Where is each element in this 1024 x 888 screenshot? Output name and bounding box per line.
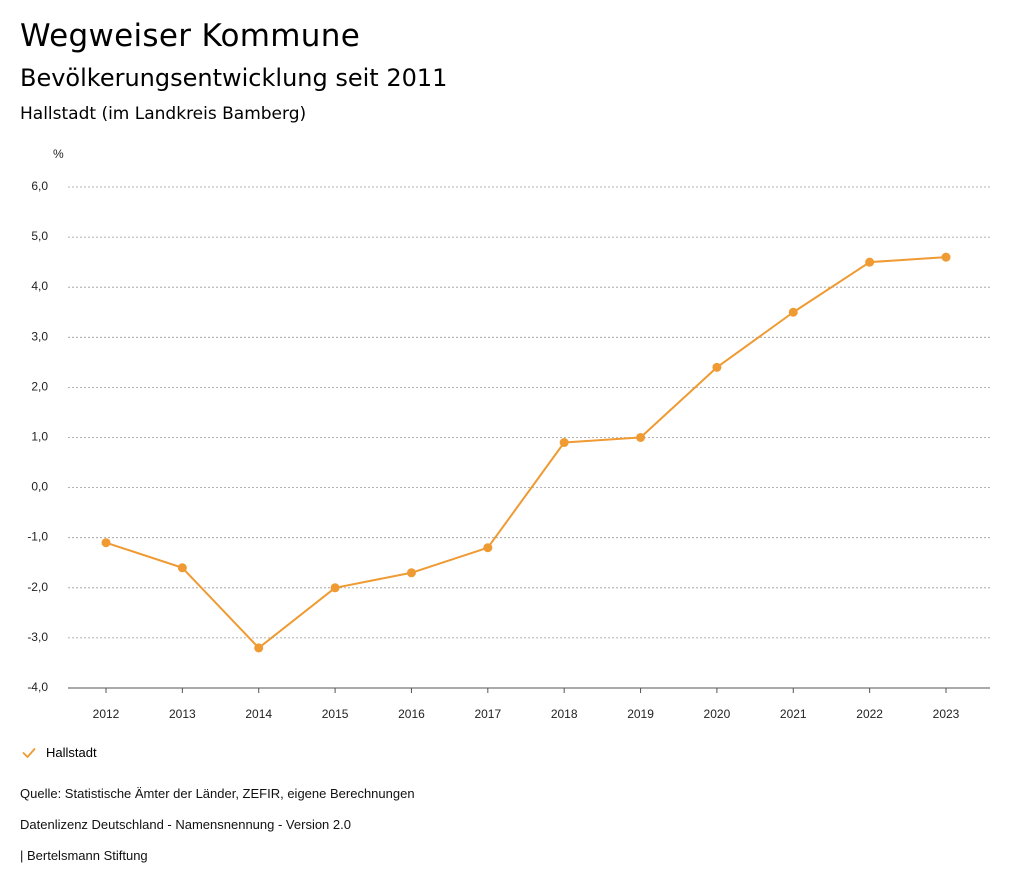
data-point bbox=[101, 538, 111, 548]
y-tick-label: -4,0 bbox=[27, 680, 48, 694]
y-tick-label: -3,0 bbox=[27, 630, 48, 644]
data-point bbox=[177, 563, 187, 573]
check-icon bbox=[22, 747, 36, 758]
y-tick-label: 2,0 bbox=[31, 379, 48, 393]
data-point bbox=[483, 543, 493, 553]
y-axis-label: % bbox=[53, 147, 64, 161]
data-point bbox=[254, 643, 264, 653]
x-tick-label: 2019 bbox=[627, 707, 654, 721]
x-tick-label: 2014 bbox=[245, 707, 272, 721]
chart-subtitle: Bevölkerungsentwicklung seit 2011 bbox=[20, 64, 448, 92]
data-point bbox=[712, 362, 722, 372]
y-tick-label: -1,0 bbox=[27, 530, 48, 544]
x-tick-label: 2020 bbox=[704, 707, 731, 721]
data-point bbox=[406, 568, 416, 578]
x-tick-label: 2016 bbox=[398, 707, 425, 721]
data-point bbox=[330, 583, 340, 593]
legend-label: Hallstadt bbox=[46, 745, 97, 760]
data-point bbox=[941, 252, 951, 262]
y-tick-label: 6,0 bbox=[31, 179, 48, 193]
x-tick-label: 2013 bbox=[169, 707, 196, 721]
credit-note: | Bertelsmann Stiftung bbox=[20, 848, 148, 863]
x-tick-label: 2015 bbox=[322, 707, 349, 721]
source-note: Quelle: Statistische Ämter der Länder, Z… bbox=[20, 786, 415, 801]
x-tick-label: 2012 bbox=[93, 707, 120, 721]
legend-item-hallstadt[interactable]: Hallstadt bbox=[22, 745, 97, 760]
x-tick-label: 2022 bbox=[856, 707, 883, 721]
x-tick-label: 2017 bbox=[474, 707, 501, 721]
data-point bbox=[559, 438, 569, 448]
y-tick-label: 0,0 bbox=[31, 480, 48, 494]
chart-title: Wegweiser Kommune bbox=[20, 18, 361, 54]
series-line-hallstadt bbox=[105, 256, 947, 649]
y-tick-label: 4,0 bbox=[31, 279, 48, 293]
x-tick-label: 2023 bbox=[933, 707, 960, 721]
y-tick-label: 3,0 bbox=[31, 329, 48, 343]
y-tick-label: 5,0 bbox=[31, 229, 48, 243]
region-label: Hallstadt (im Landkreis Bamberg) bbox=[20, 104, 307, 124]
x-tick-label: 2021 bbox=[780, 707, 807, 721]
data-point bbox=[865, 257, 875, 267]
data-point bbox=[788, 307, 798, 317]
x-tick-label: 2018 bbox=[551, 707, 578, 721]
y-tick-label: -2,0 bbox=[27, 580, 48, 594]
y-tick-label: 1,0 bbox=[31, 430, 48, 444]
data-point bbox=[636, 433, 646, 442]
license-note: Datenlizenz Deutschland - Namensnennung … bbox=[20, 817, 351, 832]
